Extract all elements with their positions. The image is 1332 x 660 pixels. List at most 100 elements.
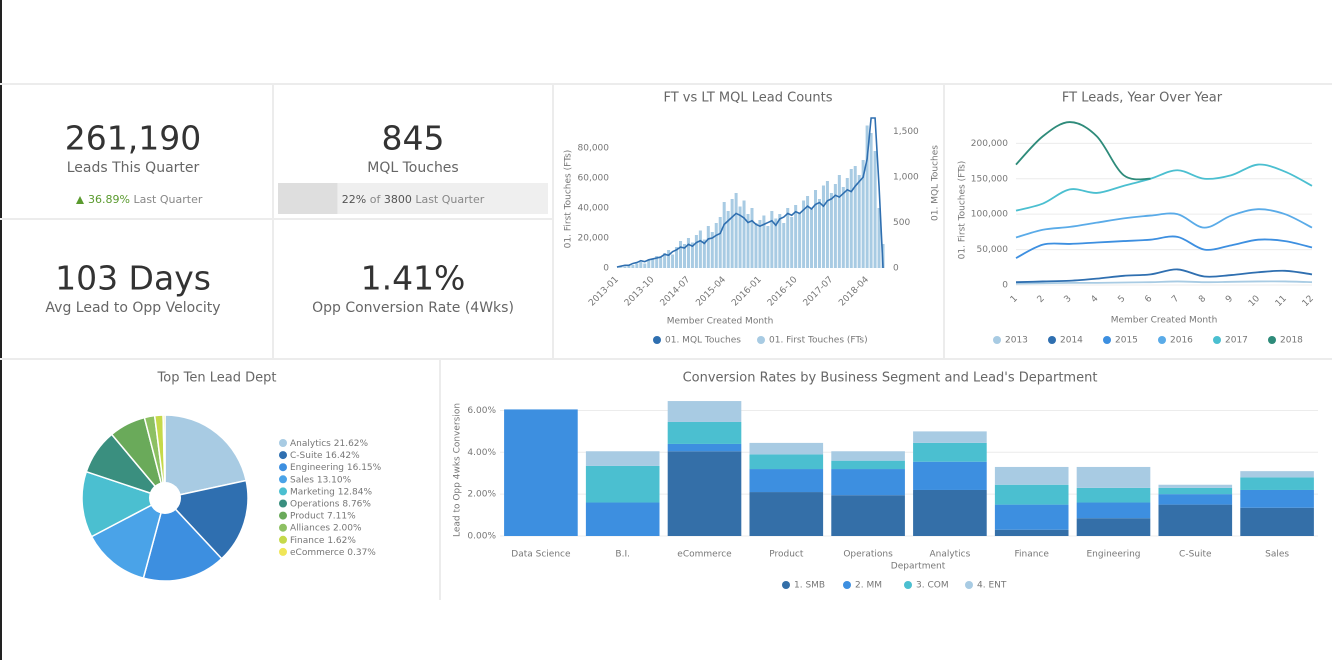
bar xyxy=(758,220,762,268)
legend-value: 2.00% xyxy=(333,523,362,533)
bar xyxy=(833,184,837,268)
line xyxy=(1015,208,1313,239)
bar xyxy=(698,230,702,268)
legend-category: Alliances xyxy=(290,523,330,533)
progress-fill xyxy=(278,183,338,214)
y-tick-label: 150,000 xyxy=(971,174,1008,184)
kpi-value: 103 Days xyxy=(55,259,211,298)
legend-category: Product xyxy=(290,511,325,521)
legend-label: Sales 13.10% xyxy=(290,475,352,485)
bar xyxy=(702,239,706,268)
bar xyxy=(726,211,730,268)
legend-marker xyxy=(1213,336,1221,344)
bar xyxy=(647,260,651,268)
bar xyxy=(794,205,798,268)
bar xyxy=(853,166,857,268)
bar xyxy=(774,218,778,268)
bar-segment xyxy=(667,443,742,452)
bar-segment xyxy=(1240,489,1314,508)
bar-segment xyxy=(994,466,1069,485)
legend-marker xyxy=(1158,336,1166,344)
bar xyxy=(806,196,810,268)
x-tick-label: Data Science xyxy=(511,550,571,560)
y-tick-label: 0 xyxy=(603,264,609,274)
bar-segment xyxy=(913,461,987,490)
line xyxy=(1015,268,1313,284)
y-tick-label: 200,000 xyxy=(971,139,1008,149)
axis-label: 01. First Touches (FTs) xyxy=(564,150,574,249)
y-tick-label: 0 xyxy=(1002,281,1008,291)
bar xyxy=(742,200,746,268)
bar-segment xyxy=(831,495,905,536)
legend-label: Alliances 2.00% xyxy=(290,523,362,533)
bar xyxy=(802,200,806,268)
bar xyxy=(754,223,758,268)
left-edge xyxy=(0,0,2,660)
kpi-label: Opp Conversion Rate (4Wks) xyxy=(312,300,514,316)
legend-label: 2018 xyxy=(1280,336,1303,346)
chart-title: FT Leads, Year Over Year xyxy=(1062,91,1223,106)
chart-title: Conversion Rates by Business Segment and… xyxy=(683,371,1098,386)
bar xyxy=(679,241,683,268)
legend-label: Engineering 16.15% xyxy=(290,463,382,473)
legend-label: 2014 xyxy=(1060,336,1083,346)
bar-segment xyxy=(1076,487,1151,503)
y-tick-label: 4.00% xyxy=(467,448,496,458)
chart-title: FT vs LT MQL Lead Counts xyxy=(663,91,832,106)
bar xyxy=(865,125,869,268)
x-tick-label: 7 xyxy=(1170,294,1181,305)
legend-value: 7.11% xyxy=(327,511,356,521)
axis-label: Lead to Opp 4wks Conversion xyxy=(453,403,463,537)
bar-segment xyxy=(831,469,905,496)
y-tick-label: 500 xyxy=(893,218,910,228)
bar-segment xyxy=(585,451,660,466)
bar xyxy=(643,263,647,268)
bar-segment xyxy=(1076,502,1151,519)
legend-value: 1.62% xyxy=(327,535,356,545)
legend-marker xyxy=(1268,336,1276,344)
axis-label: Department xyxy=(891,562,946,572)
legend-label: 01. First Touches (FTs) xyxy=(769,336,868,346)
legend-marker xyxy=(279,451,287,460)
legend-marker xyxy=(279,487,287,496)
bar-segment xyxy=(749,442,824,455)
legend-category: C-Suite xyxy=(290,451,323,461)
bar xyxy=(841,187,845,268)
bar xyxy=(671,254,675,268)
y-tick-label: 0 xyxy=(893,264,899,274)
bar-segment xyxy=(667,451,742,536)
bar xyxy=(798,212,802,268)
x-tick-label: 3 xyxy=(1063,294,1074,305)
bar xyxy=(706,226,710,268)
bar xyxy=(762,215,766,268)
y-tick-label: 20,000 xyxy=(578,234,610,244)
up-arrow-icon xyxy=(76,196,84,204)
legend-label: 2. MM xyxy=(855,581,882,591)
legend-label: Analytics 21.62% xyxy=(290,439,369,449)
legend-category: Marketing xyxy=(290,487,335,497)
bar xyxy=(730,199,734,268)
x-tick-label: 9 xyxy=(1224,294,1235,305)
bar xyxy=(722,202,726,268)
legend-label: 3. COM xyxy=(916,581,949,591)
x-tick-label: 4 xyxy=(1089,294,1100,305)
bar xyxy=(845,178,849,268)
pie-slice xyxy=(164,414,248,499)
bar xyxy=(639,262,643,268)
bar-segment xyxy=(1158,494,1233,505)
legend-value: 8.76% xyxy=(342,499,371,509)
kpi-label: Leads This Quarter xyxy=(67,160,200,176)
y-tick-label: 50,000 xyxy=(977,245,1009,255)
bar xyxy=(675,247,679,268)
bar-segment xyxy=(831,451,905,461)
legend-value: 16.42% xyxy=(325,451,360,461)
y-tick-label: 1,000 xyxy=(893,173,919,183)
legend-marker xyxy=(653,336,661,344)
legend-marker xyxy=(757,336,765,344)
bar xyxy=(861,160,865,268)
bar-segment xyxy=(1240,507,1314,536)
legend-label: 4. ENT xyxy=(977,581,1007,591)
kpi-label: MQL Touches xyxy=(367,160,458,176)
bar-segment xyxy=(831,460,905,470)
progress-text: 22% of 3800 Last Quarter xyxy=(342,193,485,206)
